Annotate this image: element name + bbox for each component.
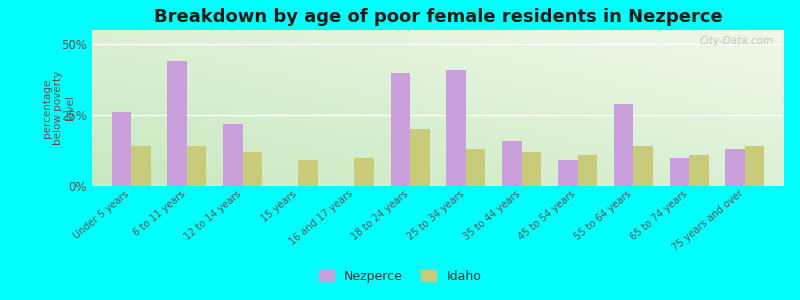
Bar [111,112,131,186]
Bar [578,155,597,186]
Bar [131,146,150,186]
Bar [502,141,522,186]
Bar [726,149,745,186]
Bar [466,149,486,186]
Bar [298,160,318,186]
Bar [745,146,765,186]
Bar [354,158,374,186]
Bar [390,73,410,186]
Bar [558,160,578,186]
Bar [242,152,262,186]
Bar [689,155,709,186]
Title: Breakdown by age of poor female residents in Nezperce: Breakdown by age of poor female resident… [154,8,722,26]
Bar [670,158,689,186]
Bar [446,70,466,186]
Bar [167,61,187,186]
Bar [634,146,653,186]
Bar [187,146,206,186]
Bar [522,152,542,186]
Bar [614,104,634,186]
Text: City-Data.com: City-Data.com [699,36,774,46]
Legend: Nezperce, Idaho: Nezperce, Idaho [314,265,486,288]
Bar [410,129,430,186]
Y-axis label: percentage
below poverty
level: percentage below poverty level [42,71,75,145]
Bar [223,124,242,186]
